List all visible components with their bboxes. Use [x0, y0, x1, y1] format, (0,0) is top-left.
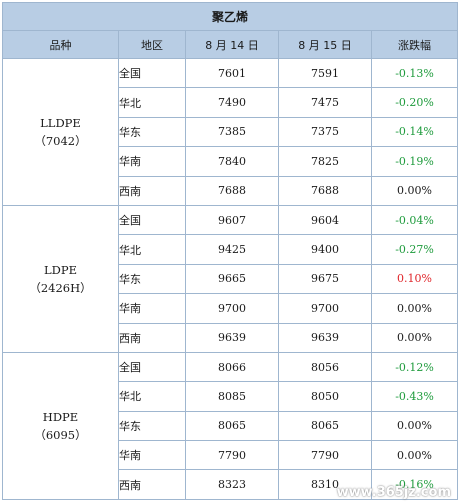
price-date-1-cell: 7840	[185, 146, 279, 177]
product-grade: （2426H）	[29, 280, 92, 295]
change-cell: -0.27%	[370, 234, 459, 265]
price-date-2-cell: 9675	[278, 263, 372, 295]
region-cell: 全国	[118, 351, 186, 383]
product-name: LDPE	[44, 262, 77, 277]
price-date-1-cell: 7385	[185, 116, 279, 148]
region-cell: 华东	[118, 410, 186, 442]
table-row: 华北 9425 9400 -0.27%	[3, 234, 459, 265]
region-cell: 华东	[118, 263, 186, 295]
change-cell: 0.00%	[370, 175, 459, 206]
price-date-1-cell: 9665	[185, 263, 279, 295]
table-row: 华东 8065 8065 0.00%	[3, 410, 459, 442]
product-cell: HDPE （6095）	[2, 351, 119, 500]
header-region: 地区	[118, 30, 186, 59]
price-date-1-cell: 9639	[185, 322, 279, 353]
table-row: 华南 7790 7790 0.00%	[3, 440, 459, 471]
product-grade: （6095）	[34, 427, 87, 442]
price-date-2-cell: 7475	[278, 87, 372, 118]
price-date-1-cell: 9425	[185, 234, 279, 265]
change-cell: 0.00%	[370, 410, 459, 442]
table-row: 西南 8323 8310 -0.16%	[3, 469, 459, 500]
price-date-2-cell: 7688	[278, 175, 372, 206]
change-cell: -0.12%	[370, 351, 459, 383]
header-change: 涨跌幅	[370, 30, 459, 59]
price-date-2-cell: 8056	[278, 351, 372, 383]
table-row: 华东 7385 7375 -0.14%	[3, 116, 459, 148]
region-cell: 华南	[118, 293, 186, 324]
region-cell: 全国	[118, 204, 186, 236]
price-date-1-cell: 9607	[185, 204, 279, 236]
region-cell: 华东	[118, 116, 186, 148]
watermark: www.365jz.com	[336, 485, 451, 500]
table-title: 聚乙烯	[1, 2, 459, 31]
change-cell: -0.14%	[370, 116, 459, 148]
price-date-1-cell: 7688	[185, 175, 279, 206]
product-cell: LDPE （2426H）	[2, 204, 119, 353]
product-name: HDPE	[42, 409, 79, 424]
product-cell: LLDPE （7042）	[2, 58, 119, 206]
change-cell: 0.10%	[370, 263, 459, 295]
price-date-1-cell: 8065	[185, 410, 279, 442]
change-cell: -0.20%	[370, 87, 459, 118]
price-date-2-cell: 7790	[278, 440, 372, 471]
change-cell: -0.13%	[370, 57, 459, 89]
change-cell: -0.04%	[370, 204, 459, 236]
change-cell: 0.00%	[370, 322, 459, 353]
region-cell: 华南	[118, 146, 186, 177]
price-date-2-cell: 8050	[278, 381, 372, 412]
price-date-1-cell: 9700	[185, 293, 279, 324]
table-row: 华北 7490 7475 -0.20%	[3, 87, 459, 118]
header-date-1: 8 月 14 日	[185, 30, 279, 59]
product-name: LLDPE	[40, 115, 81, 130]
table-row: LLDPE （7042） 全国 7601 7591 -0.13%	[2, 57, 459, 206]
header-row: 品种 地区 8 月 14 日 8 月 15 日 涨跌幅	[2, 30, 459, 59]
change-cell: -0.19%	[370, 146, 459, 177]
price-date-2-cell: 9639	[278, 322, 372, 353]
table-row: 华东 9665 9675 0.10%	[3, 263, 459, 295]
table-row: HDPE （6095） 全国 8066 8056 -0.12%	[2, 351, 459, 500]
price-date-2-cell: 7375	[278, 116, 372, 148]
table-body: LLDPE （7042） 全国 7601 7591 -0.13% 华北 7490 7475 -0.…	[2, 57, 459, 500]
header-product: 品种	[2, 30, 119, 59]
price-date-2-cell: 8310	[278, 469, 372, 500]
header-date-2: 8 月 15 日	[278, 30, 372, 59]
region-cell: 华南	[118, 440, 186, 471]
region-cell: 华北	[118, 381, 186, 412]
change-cell: 0.00%	[370, 440, 459, 471]
price-date-2-cell: 9400	[278, 234, 372, 265]
change-cell: -0.16%	[370, 469, 459, 500]
change-cell: 0.00%	[370, 293, 459, 324]
region-cell: 华北	[118, 234, 186, 265]
region-cell: 西南	[118, 175, 186, 206]
table-row: 西南 9639 9639 0.00%	[3, 322, 459, 353]
change-cell: -0.43%	[370, 381, 459, 412]
table-row: LDPE （2426H） 全国 9607 9604 -0.04%	[2, 204, 459, 353]
price-date-2-cell: 8065	[278, 410, 372, 442]
table-row: 华南 9700 9700 0.00%	[3, 293, 459, 324]
region-cell: 华北	[118, 87, 186, 118]
region-cell: 全国	[118, 57, 186, 89]
title-row: 聚乙烯	[1, 2, 459, 31]
region-cell: 西南	[118, 469, 186, 500]
price-date-2-cell: 9700	[278, 293, 372, 324]
price-date-1-cell: 8323	[185, 469, 279, 500]
price-date-2-cell: 7825	[278, 146, 372, 177]
product-grade: （7042）	[34, 133, 87, 148]
price-date-1-cell: 7601	[185, 57, 279, 89]
table-row: 华北 8085 8050 -0.43%	[3, 381, 459, 412]
table-row: 华南 7840 7825 -0.19%	[3, 146, 459, 177]
price-date-1-cell: 7790	[185, 440, 279, 471]
price-date-1-cell: 7490	[185, 87, 279, 118]
table-row: 西南 7688 7688 0.00%	[3, 175, 459, 206]
price-date-1-cell: 8085	[185, 381, 279, 412]
price-date-2-cell: 9604	[278, 204, 372, 236]
region-cell: 西南	[118, 322, 186, 353]
price-date-1-cell: 8066	[185, 351, 279, 383]
price-date-2-cell: 7591	[278, 57, 372, 89]
